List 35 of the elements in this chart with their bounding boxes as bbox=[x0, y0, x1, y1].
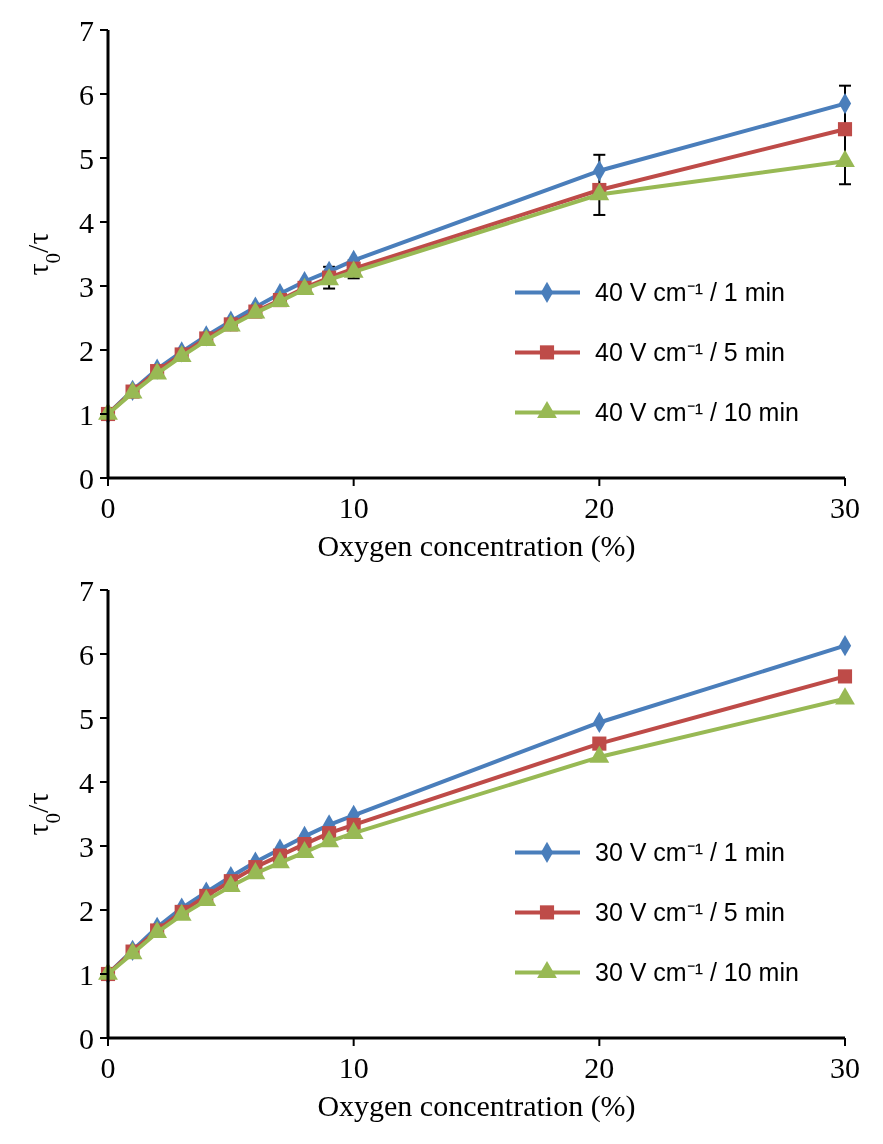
legend-label: 40 V cm⁻¹ / 5 min bbox=[595, 338, 785, 367]
y-tick-label: 2 bbox=[79, 893, 94, 927]
x-tick-label: 20 bbox=[584, 1051, 615, 1084]
legend-label: 40 V cm⁻¹ / 10 min bbox=[595, 398, 799, 427]
y-tick-label: 0 bbox=[79, 461, 94, 495]
x-tick-label: 30 bbox=[830, 1051, 860, 1084]
y-tick-label: 3 bbox=[79, 829, 94, 863]
y-tick-label: 2 bbox=[79, 333, 94, 367]
y-tick-label: 0 bbox=[79, 1021, 94, 1055]
y-tick-label: 7 bbox=[79, 13, 94, 47]
x-tick-label: 0 bbox=[100, 1051, 116, 1084]
y-tick-label: 7 bbox=[79, 573, 94, 607]
x-tick-label: 10 bbox=[338, 491, 369, 524]
x-tick-label: 30 bbox=[830, 491, 860, 524]
x-tick-label: 10 bbox=[338, 1051, 369, 1084]
y-tick-label: 3 bbox=[79, 269, 94, 303]
x-axis-title: Oxygen concentration (%) bbox=[317, 1089, 636, 1123]
legend-label: 30 V cm⁻¹ / 1 min bbox=[595, 838, 785, 867]
y-tick-label: 5 bbox=[79, 141, 94, 175]
y-tick-label: 6 bbox=[79, 637, 94, 671]
legend-label: 40 V cm⁻¹ / 1 min bbox=[595, 278, 785, 307]
point bbox=[592, 736, 607, 751]
point bbox=[837, 122, 853, 137]
x-axis-title: Oxygen concentration (%) bbox=[317, 529, 636, 563]
y-tick-label: 4 bbox=[79, 765, 94, 799]
y-tick-label: 4 bbox=[79, 205, 94, 239]
x-tick-label: 20 bbox=[584, 491, 615, 524]
x-tick-label: 0 bbox=[100, 491, 116, 524]
legend-label: 30 V cm⁻¹ / 5 min bbox=[595, 898, 785, 927]
point bbox=[837, 669, 853, 684]
y-tick-label: 6 bbox=[79, 77, 94, 111]
legend-label: 30 V cm⁻¹ / 10 min bbox=[595, 958, 799, 987]
y-tick-label: 1 bbox=[79, 957, 94, 991]
y-tick-label: 1 bbox=[79, 397, 94, 431]
y-tick-label: 5 bbox=[79, 701, 94, 735]
